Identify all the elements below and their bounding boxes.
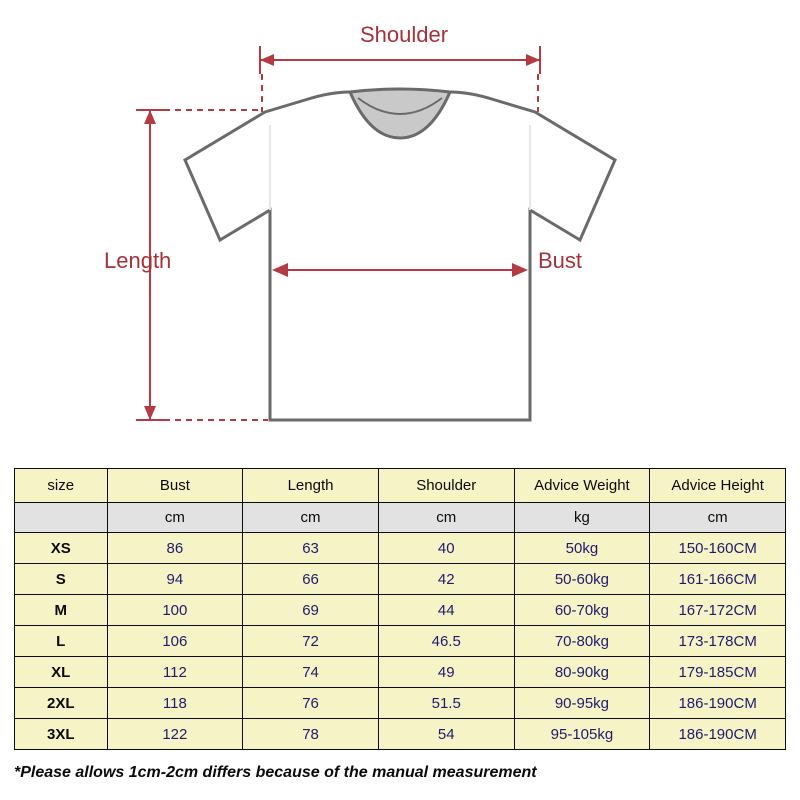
- value-cell: 100: [107, 595, 243, 626]
- table-row: 3XL 122 78 54 95-105kg 186-190CM: [15, 719, 786, 750]
- unit-height: cm: [650, 503, 786, 533]
- unit-weight: kg: [514, 503, 650, 533]
- value-cell: 40: [378, 533, 514, 564]
- value-cell: 80-90kg: [514, 657, 650, 688]
- value-cell: 70-80kg: [514, 626, 650, 657]
- value-cell: 90-95kg: [514, 688, 650, 719]
- size-cell: XS: [15, 533, 108, 564]
- value-cell: 44: [378, 595, 514, 626]
- size-table-unit-row: cm cm cm kg cm: [15, 503, 786, 533]
- table-row: 2XL 118 76 51.5 90-95kg 186-190CM: [15, 688, 786, 719]
- col-header-weight: Advice Weight: [514, 469, 650, 503]
- unit-bust: cm: [107, 503, 243, 533]
- table-row: L 106 72 46.5 70-80kg 173-178CM: [15, 626, 786, 657]
- value-cell: 118: [107, 688, 243, 719]
- col-header-height: Advice Height: [650, 469, 786, 503]
- size-cell: 3XL: [15, 719, 108, 750]
- unit-size: [15, 503, 108, 533]
- col-header-length: Length: [243, 469, 379, 503]
- tshirt-dimension-diagram: Shoulder Bust Length: [0, 0, 800, 460]
- size-chart-card: Shoulder Bust Length size Bust Length Sh…: [0, 0, 800, 800]
- size-cell: M: [15, 595, 108, 626]
- table-row: XS 86 63 40 50kg 150-160CM: [15, 533, 786, 564]
- value-cell: 63: [243, 533, 379, 564]
- value-cell: 106: [107, 626, 243, 657]
- col-header-shoulder: Shoulder: [378, 469, 514, 503]
- value-cell: 186-190CM: [650, 719, 786, 750]
- value-cell: 95-105kg: [514, 719, 650, 750]
- value-cell: 66: [243, 564, 379, 595]
- value-cell: 161-166CM: [650, 564, 786, 595]
- unit-length: cm: [243, 503, 379, 533]
- value-cell: 186-190CM: [650, 688, 786, 719]
- size-cell: S: [15, 564, 108, 595]
- value-cell: 69: [243, 595, 379, 626]
- value-cell: 179-185CM: [650, 657, 786, 688]
- value-cell: 173-178CM: [650, 626, 786, 657]
- length-label: Length: [104, 248, 171, 274]
- col-header-bust: Bust: [107, 469, 243, 503]
- bust-label: Bust: [538, 248, 582, 274]
- value-cell: 86: [107, 533, 243, 564]
- value-cell: 46.5: [378, 626, 514, 657]
- size-table: size Bust Length Shoulder Advice Weight …: [14, 468, 786, 750]
- size-cell: XL: [15, 657, 108, 688]
- value-cell: 122: [107, 719, 243, 750]
- value-cell: 60-70kg: [514, 595, 650, 626]
- size-table-container: size Bust Length Shoulder Advice Weight …: [14, 468, 786, 750]
- table-row: M 100 69 44 60-70kg 167-172CM: [15, 595, 786, 626]
- table-row: XL 112 74 49 80-90kg 179-185CM: [15, 657, 786, 688]
- value-cell: 42: [378, 564, 514, 595]
- value-cell: 50-60kg: [514, 564, 650, 595]
- size-cell: 2XL: [15, 688, 108, 719]
- value-cell: 150-160CM: [650, 533, 786, 564]
- value-cell: 76: [243, 688, 379, 719]
- col-header-size: size: [15, 469, 108, 503]
- value-cell: 112: [107, 657, 243, 688]
- table-row: S 94 66 42 50-60kg 161-166CM: [15, 564, 786, 595]
- shoulder-label: Shoulder: [360, 22, 448, 48]
- tshirt-svg: [0, 0, 800, 460]
- size-cell: L: [15, 626, 108, 657]
- value-cell: 51.5: [378, 688, 514, 719]
- value-cell: 94: [107, 564, 243, 595]
- value-cell: 74: [243, 657, 379, 688]
- value-cell: 50kg: [514, 533, 650, 564]
- value-cell: 78: [243, 719, 379, 750]
- value-cell: 54: [378, 719, 514, 750]
- value-cell: 49: [378, 657, 514, 688]
- size-table-header-row: size Bust Length Shoulder Advice Weight …: [15, 469, 786, 503]
- value-cell: 72: [243, 626, 379, 657]
- measurement-footnote: *Please allows 1cm-2cm differs because o…: [14, 764, 537, 782]
- size-table-body: XS 86 63 40 50kg 150-160CM S 94 66 42 50…: [15, 533, 786, 750]
- value-cell: 167-172CM: [650, 595, 786, 626]
- unit-shoulder: cm: [378, 503, 514, 533]
